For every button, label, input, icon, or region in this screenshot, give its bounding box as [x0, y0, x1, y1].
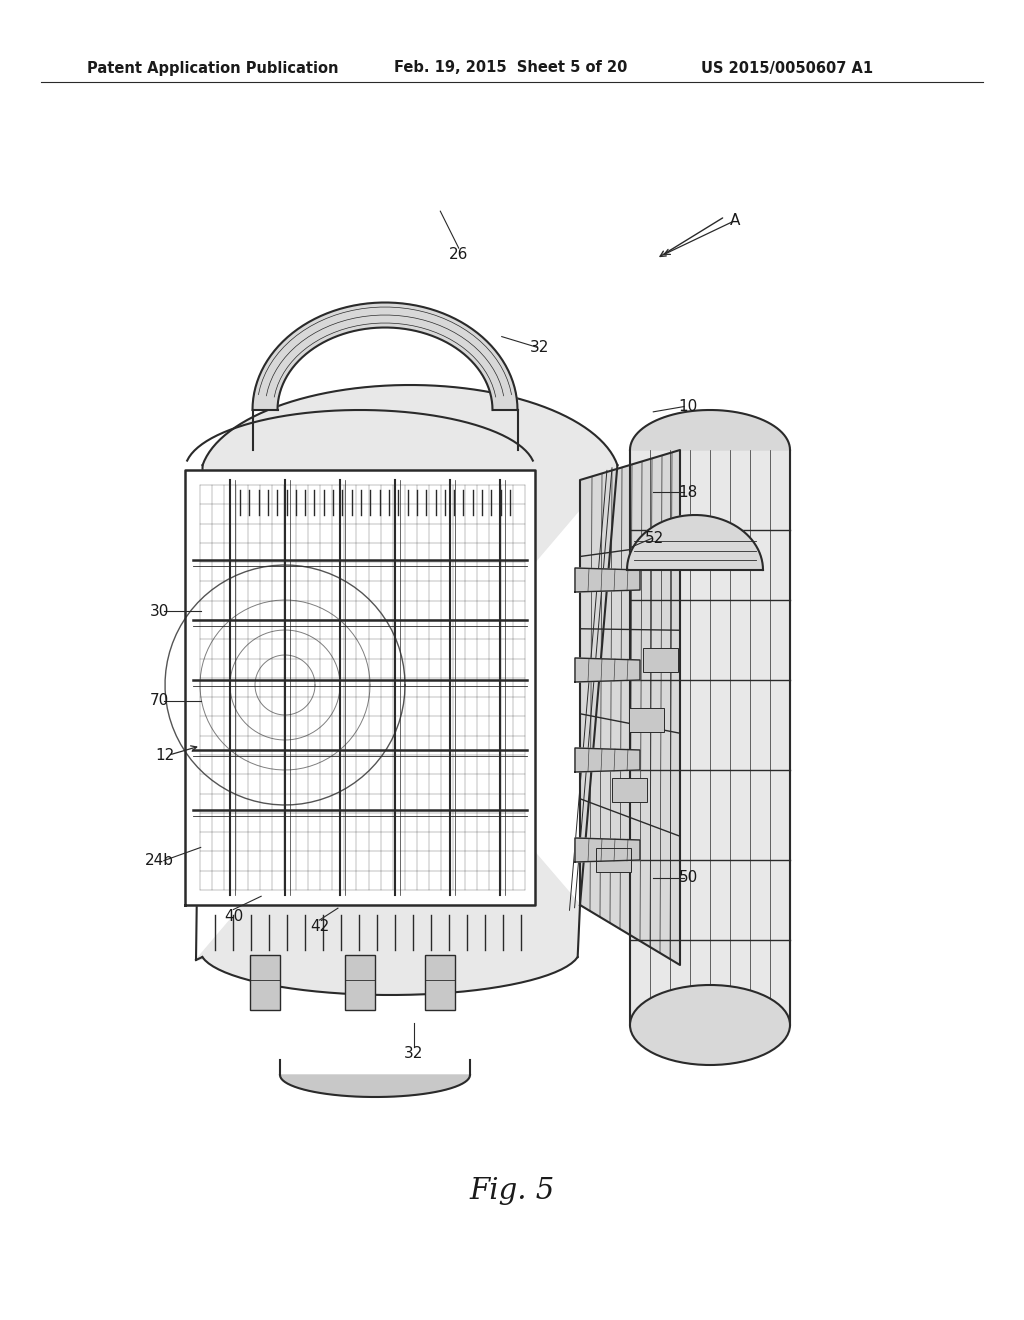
- Text: 24b: 24b: [145, 853, 174, 869]
- Text: US 2015/0050607 A1: US 2015/0050607 A1: [701, 61, 873, 75]
- Polygon shape: [196, 906, 580, 995]
- Text: Patent Application Publication: Patent Application Publication: [87, 61, 339, 75]
- Text: 30: 30: [151, 603, 169, 619]
- Polygon shape: [630, 411, 790, 450]
- Bar: [250, 954, 280, 1010]
- Bar: [596, 847, 631, 873]
- Text: 32: 32: [404, 1045, 423, 1061]
- Polygon shape: [575, 568, 640, 591]
- Text: A: A: [730, 213, 740, 228]
- Text: 12: 12: [156, 747, 174, 763]
- Text: Feb. 19, 2015  Sheet 5 of 20: Feb. 19, 2015 Sheet 5 of 20: [394, 61, 628, 75]
- Polygon shape: [196, 385, 617, 960]
- Bar: [345, 954, 375, 1010]
- Text: 50: 50: [679, 870, 697, 886]
- Polygon shape: [580, 450, 680, 965]
- Bar: [425, 954, 455, 1010]
- Polygon shape: [575, 657, 640, 682]
- Bar: [629, 708, 664, 733]
- Polygon shape: [575, 838, 640, 862]
- Text: 42: 42: [310, 919, 329, 935]
- Text: 40: 40: [224, 908, 243, 924]
- Text: 70: 70: [151, 693, 169, 709]
- Text: Fig. 5: Fig. 5: [469, 1176, 555, 1205]
- Text: 10: 10: [679, 399, 697, 414]
- Ellipse shape: [630, 985, 790, 1065]
- Text: 26: 26: [450, 247, 468, 263]
- Polygon shape: [280, 1074, 470, 1097]
- Bar: [612, 777, 647, 803]
- Text: 18: 18: [679, 484, 697, 500]
- Polygon shape: [627, 515, 763, 570]
- Polygon shape: [253, 302, 517, 411]
- Text: 32: 32: [530, 339, 549, 355]
- Polygon shape: [575, 748, 640, 772]
- Bar: [643, 648, 678, 672]
- Text: 52: 52: [645, 531, 664, 546]
- Polygon shape: [630, 450, 790, 1026]
- Polygon shape: [185, 470, 535, 906]
